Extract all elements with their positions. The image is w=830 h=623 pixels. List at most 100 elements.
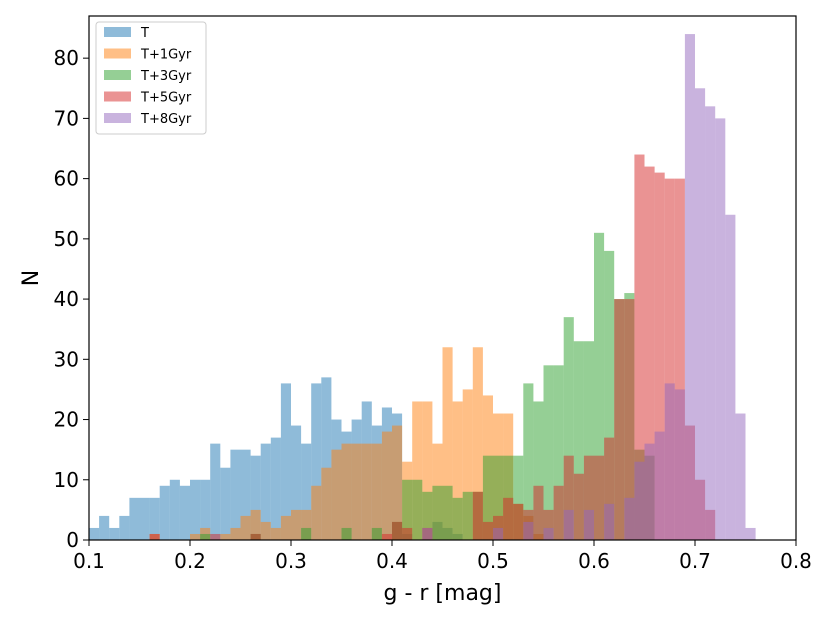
bar-series-2-bin-8 <box>260 521 271 540</box>
bar-series-3-bin-24 <box>573 341 584 540</box>
bar-series-5-bin-13 <box>674 389 685 540</box>
bar-series-4-bin-27 <box>664 178 675 540</box>
bar-series-1-bin-15 <box>230 449 241 540</box>
bar-series-3-bin-27 <box>604 250 615 540</box>
bar-series-2-bin-5 <box>230 527 241 540</box>
bar-series-3-bin-12 <box>452 497 463 540</box>
bar-series-2-bin-12 <box>301 509 312 540</box>
bar-series-2-bin-4 <box>220 533 231 540</box>
bar-series-5-bin-7 <box>604 503 615 540</box>
bar-series-4-bin-25 <box>644 166 655 540</box>
bar-series-3-bin-7 <box>402 479 413 540</box>
bar-series-1-bin-9 <box>169 479 180 540</box>
bar-series-4-bin-11 <box>503 497 514 540</box>
bar-series-5-bin-19 <box>735 413 746 540</box>
bar-series-2-bin-20 <box>381 431 392 540</box>
bar-series-4-bin-28 <box>674 178 685 540</box>
bar-series-2-bin-16 <box>341 443 352 540</box>
x-tick-label: 0.7 <box>679 549 711 573</box>
bar-series-5-bin-10 <box>644 443 655 540</box>
legend: T T+1Gyr T+3Gyr T+5Gyr T+8Gyr <box>95 21 207 135</box>
bar-series-5-bin-6 <box>583 509 594 540</box>
legend-label-1: T <box>140 26 149 41</box>
bar-series-1-bin-13 <box>210 443 221 540</box>
legend-label-2: T+1Gyr <box>140 48 192 63</box>
bar-series-3-bin-20 <box>533 401 544 540</box>
y-tick-label: 10 <box>54 468 79 492</box>
bar-series-5-bin-17 <box>715 118 726 540</box>
y-tick-label: 40 <box>54 287 79 311</box>
bar-series-1-bin-20 <box>280 383 291 540</box>
bar-series-2-bin-15 <box>331 449 342 540</box>
bar-series-3-bin-9 <box>422 491 433 540</box>
y-tick-label: 20 <box>54 408 79 432</box>
bar-series-3-bin-13 <box>462 491 473 540</box>
bar-series-4-bin-22 <box>614 299 625 540</box>
bar-series-5-bin-3 <box>523 521 534 540</box>
bar-series-4-bin-16 <box>553 485 564 540</box>
bar-series-2-bin-9 <box>270 527 281 540</box>
legend-label-5: T+8Gyr <box>140 112 192 127</box>
bar-series-2-bin-24 <box>422 401 433 540</box>
x-tick-label: 0.5 <box>477 549 509 573</box>
bar-series-5-bin-20 <box>745 527 756 540</box>
bar-series-2-bin-21 <box>392 425 403 540</box>
bar-series-4-bin-3 <box>250 533 261 540</box>
bar-series-2-bin-10 <box>280 515 291 540</box>
legend-label-3: T+3Gyr <box>140 69 192 84</box>
bar-series-5-bin-9 <box>634 461 645 540</box>
bar-series-2-bin-7 <box>250 509 261 540</box>
bar-series-1-bin-19 <box>270 437 281 540</box>
bar-series-1-bin-14 <box>220 467 231 540</box>
legend-swatch-4 <box>104 91 131 102</box>
bar-series-2-bin-28 <box>462 389 473 540</box>
bar-series-4-bin-24 <box>634 154 645 540</box>
bar-series-1-bin-10 <box>179 485 190 540</box>
x-axis-label: g - r [mag] <box>384 581 502 606</box>
bar-series-4-bin-2 <box>210 533 221 540</box>
bar-series-5-bin-8 <box>624 497 635 540</box>
bar-series-3-bin-10 <box>432 485 443 540</box>
bar-series-2-bin-26 <box>442 347 453 540</box>
bar-series-2-bin-2 <box>190 533 201 540</box>
bar-series-2-bin-18 <box>361 443 372 540</box>
y-tick-label: 30 <box>54 347 79 371</box>
bar-series-5-bin-16 <box>705 106 716 540</box>
bar-series-4-bin-9 <box>482 521 493 540</box>
bar-series-2-bin-27 <box>452 401 463 540</box>
bar-series-3-bin-21 <box>543 365 554 540</box>
bar-series-2-bin-17 <box>351 443 362 540</box>
bar-series-3-bin-23 <box>563 317 574 540</box>
bar-series-3-bin-8 <box>412 479 423 540</box>
y-tick-label: 60 <box>54 167 79 191</box>
bar-series-3-bin-3 <box>301 527 312 540</box>
bar-series-4-bin-5 <box>392 521 403 540</box>
bar-series-2-bin-19 <box>371 443 382 540</box>
x-tick-label: 0.1 <box>73 549 105 573</box>
series-5-bars <box>422 34 756 540</box>
bar-series-1-bin-6 <box>139 497 150 540</box>
bar-series-1-bin-21 <box>291 425 302 540</box>
bar-series-3-bin-26 <box>594 232 605 540</box>
bar-series-4-bin-4 <box>381 533 392 540</box>
bar-series-1-bin-4 <box>119 515 130 540</box>
bar-series-1-bin-5 <box>129 497 140 540</box>
bar-series-1-bin-7 <box>149 497 160 540</box>
bar-series-5-bin-11 <box>654 431 665 540</box>
legend-label-4: T+5Gyr <box>140 91 192 106</box>
legend-swatch-5 <box>104 113 131 123</box>
bar-series-5-bin-4 <box>543 527 554 540</box>
bar-series-1-bin-3 <box>109 527 120 540</box>
bar-series-2-bin-13 <box>311 485 322 540</box>
x-tick-label: 0.6 <box>578 549 610 573</box>
y-tick-label: 0 <box>66 528 79 552</box>
bar-series-4-bin-6 <box>402 527 413 540</box>
y-tick-label: 50 <box>54 227 79 251</box>
bar-series-5-bin-5 <box>563 509 574 540</box>
bar-series-3-bin-25 <box>583 341 594 540</box>
bar-series-4-bin-15 <box>543 509 554 540</box>
bar-series-5-bin-12 <box>664 383 675 540</box>
bar-series-4-bin-23 <box>624 299 635 540</box>
bar-series-2-bin-6 <box>240 515 251 540</box>
